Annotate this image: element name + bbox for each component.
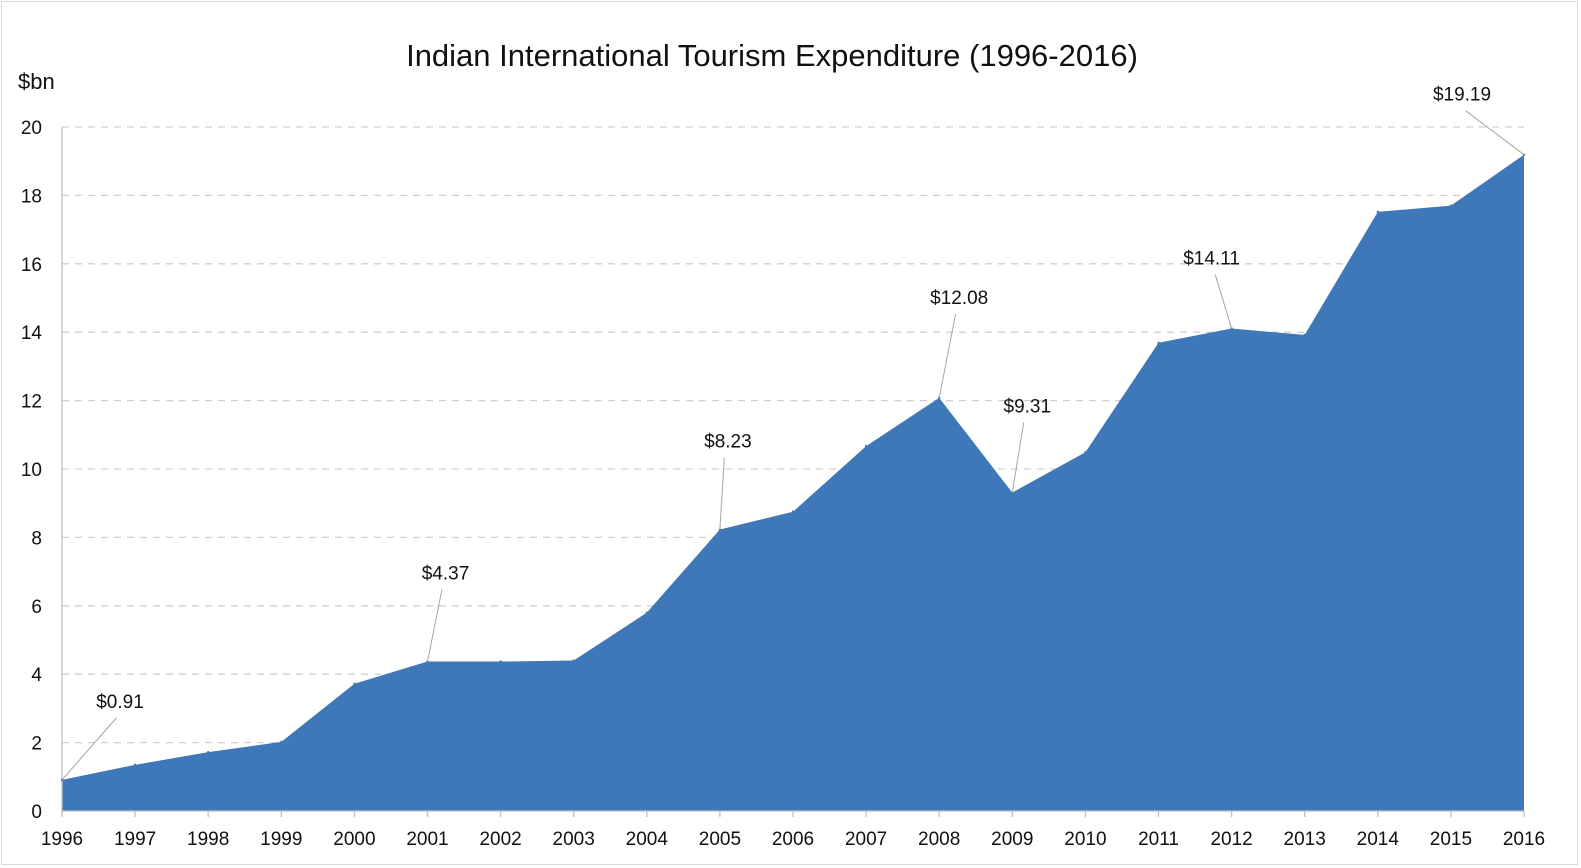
x-tick-label: 2010 xyxy=(1064,829,1106,850)
x-axis-ticks: 1996 1997 1998 1999 2000 2001 2002 2003 2004 2005… xyxy=(41,811,1545,850)
x-tick-label: 2006 xyxy=(772,829,814,850)
y-tick-label: 20 xyxy=(21,118,42,139)
data-label-2005: $8.23 xyxy=(704,432,752,453)
x-tick-label: 2005 xyxy=(699,829,741,850)
y-axis-ticks: 0 2 4 6 8 10 12 14 16 18 20 xyxy=(21,118,43,823)
data-point-2004 xyxy=(645,611,648,614)
data-point-2010 xyxy=(1084,451,1087,454)
leader-line-2008 xyxy=(938,313,957,398)
leader-line-2016 xyxy=(1465,110,1525,156)
leader-line-2009 xyxy=(1011,422,1025,493)
y-tick-label: 16 xyxy=(21,255,42,276)
y-tick-label: 4 xyxy=(31,665,42,686)
x-tick-label: 1997 xyxy=(114,829,156,850)
x-tick-label: 2008 xyxy=(918,829,960,850)
data-point-2014 xyxy=(1376,210,1380,214)
data-point-2003 xyxy=(572,659,575,662)
x-tick-label: 2003 xyxy=(553,829,595,850)
data-point-1998 xyxy=(207,750,210,754)
x-tick-label: 2013 xyxy=(1284,829,1326,850)
x-tick-label: 2014 xyxy=(1357,829,1400,850)
data-point-2015 xyxy=(1449,204,1453,207)
x-tick-label: 2016 xyxy=(1503,829,1545,850)
x-tick-label: 2007 xyxy=(845,829,887,850)
y-tick-label: 0 xyxy=(31,802,42,823)
x-tick-label: 2015 xyxy=(1430,829,1472,850)
x-tick-label: 2001 xyxy=(406,829,448,850)
x-tick-label: 1996 xyxy=(41,829,83,850)
x-tick-label: 2012 xyxy=(1210,829,1252,850)
data-point-2011 xyxy=(1157,341,1160,345)
y-tick-label: 2 xyxy=(31,734,42,755)
y-tick-label: 14 xyxy=(21,323,43,344)
x-tick-label: 2009 xyxy=(991,829,1033,850)
leader-line-2005 xyxy=(719,457,725,530)
x-tick-label: 1998 xyxy=(187,829,229,850)
y-axis-label: $bn xyxy=(18,69,55,94)
data-label-2001: $4.37 xyxy=(422,564,470,585)
area-fill xyxy=(62,154,1524,811)
chart-title: Indian International Tourism Expenditure… xyxy=(406,38,1138,73)
y-tick-label: 6 xyxy=(31,597,42,618)
data-points xyxy=(60,153,1526,782)
data-point-2000 xyxy=(353,682,356,685)
leader-line-2012 xyxy=(1214,274,1233,329)
x-tick-label: 2011 xyxy=(1138,829,1179,850)
y-tick-label: 18 xyxy=(21,186,42,207)
data-point-2006 xyxy=(791,510,795,513)
data-point-2002 xyxy=(499,660,502,663)
leader-line-2001 xyxy=(427,589,443,662)
data-point-2007 xyxy=(864,444,868,448)
data-point-2013 xyxy=(1303,333,1306,337)
x-tick-label: 2000 xyxy=(333,829,375,850)
y-tick-label: 12 xyxy=(21,392,42,413)
data-label-2016: $19.19 xyxy=(1433,85,1491,106)
x-tick-label: 1999 xyxy=(260,829,302,850)
leader-line-1996 xyxy=(61,717,117,781)
data-label-1996: $0.91 xyxy=(96,692,144,713)
data-labels: $0.91 $4.37 $8.23 $12.08 $9.31 $14.11 $19.19 xyxy=(61,85,1525,781)
x-tick-label: 2004 xyxy=(626,829,669,850)
data-label-2009: $9.31 xyxy=(1004,397,1052,418)
data-point-1997 xyxy=(133,763,137,767)
data-point-1999 xyxy=(280,740,283,744)
x-tick-label: 2002 xyxy=(479,829,521,850)
data-label-2008: $12.08 xyxy=(930,288,988,309)
y-tick-label: 8 xyxy=(31,528,42,549)
area-series xyxy=(62,154,1524,811)
data-label-2012: $14.11 xyxy=(1183,248,1240,269)
y-tick-label: 10 xyxy=(21,460,42,481)
